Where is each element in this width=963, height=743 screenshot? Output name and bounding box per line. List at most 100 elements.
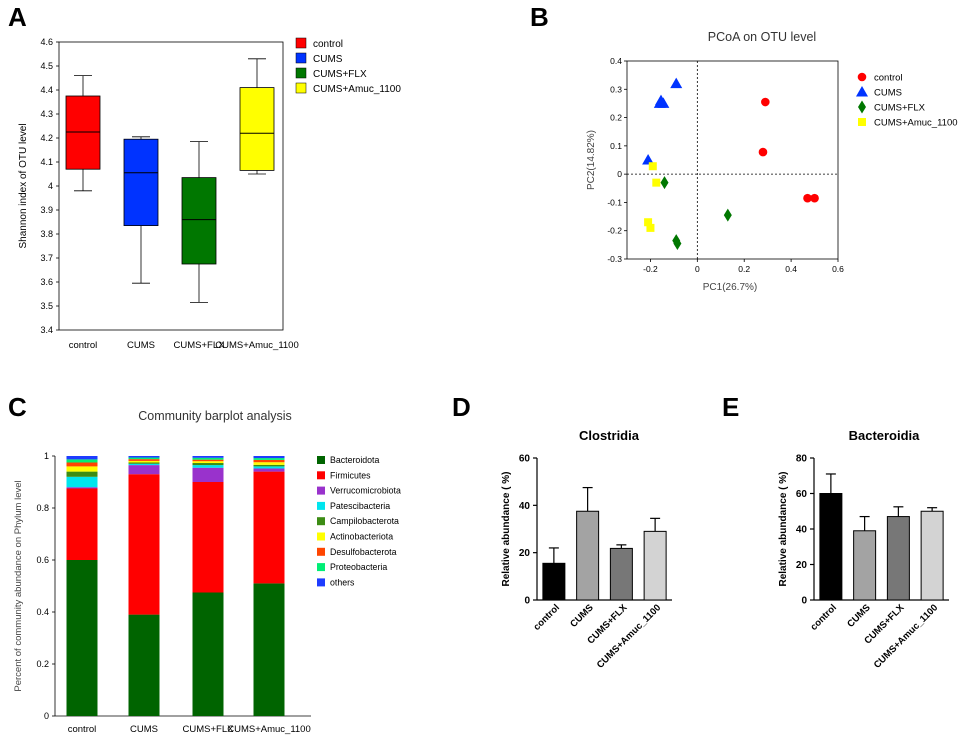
panel-a-ytick-label: 3.4 (40, 325, 53, 335)
panel-c-bar-segment-proteobacteria (128, 457, 160, 460)
panel-c-bar-segment-actinobacteriota (192, 461, 224, 464)
panel-c-legend-swatch (317, 501, 325, 510)
panel-c-legend-swatch (317, 517, 325, 526)
panel-a-category-label: control (69, 340, 98, 351)
panel-d-bar (576, 510, 600, 601)
panel-c-bar-segment-desulfobacterota (66, 462, 98, 467)
panel-a-boxplot: 3.4 3.5 3.6 3.7 3.8 3.9 4 4.1 4.2 4.3 4.4 4.5 4.6 Sha… (18, 37, 401, 351)
panel-c-legend-label: Campilobacterota (330, 516, 399, 526)
panel-c-bar-segment-desulfobacterota (253, 459, 285, 463)
panel-c-ytick-label: 1 (44, 451, 49, 461)
panel-a-legend-swatch (295, 52, 307, 64)
panel-e-title: Bacteroidia (849, 428, 921, 443)
panel-c-ytick-label: 0.4 (36, 607, 49, 617)
panel-d-ytick-label: 0 (524, 596, 530, 607)
panel-e-bar (886, 516, 910, 601)
panel-c-legend-label: Proteobacteria (330, 562, 387, 572)
panel-a-ytick-label: 3.8 (40, 229, 53, 239)
panel-d-ytick-label: 60 (519, 454, 531, 465)
panel-b-legend-label: control (874, 73, 903, 84)
panel-e-ytick-label: 0 (801, 596, 807, 607)
panel-c-bar-segment-verrucomicrobiota (128, 465, 160, 475)
panel-b-title: PCoA on OTU level (708, 30, 816, 44)
panel-a-ytick-label: 3.9 (40, 205, 53, 215)
panel-d-bar (542, 562, 566, 601)
panel-c-bar-segment-firmicutes (192, 482, 224, 593)
panel-b-xtick-label: 0 (695, 264, 700, 274)
panel-a-legend-label: control (313, 39, 343, 50)
panel-c-bar-segment-actinobacteriota (66, 466, 98, 472)
panel-c-category-label: CUMS+Amuc_1100 (227, 724, 311, 735)
panel-e-ytick-label: 20 (796, 560, 808, 571)
panel-b-ytick-label: -0.3 (607, 254, 622, 264)
panel-b-xlabel: PC1(26.7%) (703, 282, 757, 293)
panel-a-ytick-label: 4.3 (40, 109, 53, 119)
panel-e-category-label: CUMS (845, 602, 873, 630)
panel-a-category-label: CUMS+FLX (174, 340, 226, 351)
panel-b-xtick-label: 0.4 (785, 264, 797, 274)
panel-b-point-circle (803, 193, 812, 203)
panel-c-bar-segment-bacteroidota (128, 614, 160, 716)
panel-c-legend-label: Firmicutes (330, 470, 371, 480)
panel-c-legend-swatch (317, 578, 325, 587)
panel-c-bar-segment-actinobacteriota (128, 460, 160, 463)
panel-c-legend-swatch (317, 471, 325, 480)
panel-b-ytick-label: 0 (617, 169, 622, 179)
panel-c-legend-label: Actinobacteriota (330, 532, 393, 542)
panel-a-ytick-label: 4.6 (40, 37, 53, 47)
panel-c-legend-label: others (330, 577, 355, 587)
panel-b-legend-marker (858, 118, 866, 126)
panel-a-ytick-label: 3.5 (40, 301, 53, 311)
panel-b-point-diamond (723, 208, 732, 222)
panel-c-category-label: CUMS (130, 724, 158, 735)
panel-e-bar (920, 510, 944, 601)
panel-c-bar-segment-campilobacterota (128, 462, 160, 464)
panel-b-legend-label: CUMS+FLX (874, 103, 926, 114)
panel-b-point-triangle (654, 94, 667, 106)
panel-a-ytick-label: 4.1 (40, 157, 53, 167)
panel-e-bacteroidia-bars: Bacteroidia 0 20 40 60 80 Relative abundance (… (778, 428, 949, 671)
panel-c-bar-segment-verrucomicrobiota (253, 468, 285, 472)
panel-b-ytick-label: 0.2 (610, 113, 622, 123)
panel-d-category-label: CUMS+Amuc_1100 (595, 602, 663, 670)
panel-b-legend-label: CUMS+Amuc_1100 (874, 118, 958, 129)
panel-c-bar-segment-firmicutes (128, 474, 160, 615)
panel-b-point-circle (761, 97, 770, 107)
panel-e-category-label: control (808, 602, 839, 633)
panel-a-ylabel: Shannon index of OTU level (18, 123, 29, 248)
panel-b-point-square (644, 218, 653, 227)
panel-a-ytick-label: 4.5 (40, 61, 53, 71)
panel-c-bar-segment-firmicutes (66, 488, 98, 560)
panel-c-ytick-label: 0.2 (36, 659, 49, 669)
panel-c-bar-segment-desulfobacterota (128, 459, 160, 461)
panel-b-point-circle (758, 147, 768, 157)
panel-a-frame (58, 41, 284, 331)
panel-b-point-diamond (660, 176, 669, 190)
panel-letter-a: A (8, 2, 27, 32)
panel-d-ytick-label: 40 (519, 501, 531, 512)
panel-d-bar (643, 530, 667, 601)
panel-c-ytick-label: 0.8 (36, 503, 49, 513)
panel-d-ylabel: Relative abundance ( %) (501, 471, 512, 586)
panel-b-ytick-label: 0.1 (610, 141, 622, 151)
panel-b-legend-marker (858, 100, 866, 114)
panel-a-legend-swatch (295, 37, 307, 49)
panel-b-legend-marker (856, 86, 868, 97)
panel-d-title: Clostridia (579, 428, 640, 443)
panel-c-bar-segment-patescibacteria (253, 466, 285, 469)
panel-c-bar-segment-bacteroidota (253, 583, 285, 716)
panel-a-legend-label: CUMS+FLX (313, 69, 367, 80)
panel-c-legend-label: Bacteroidota (330, 455, 379, 465)
panel-c-category-label: control (68, 724, 97, 735)
panel-b-xtick-label: 0.6 (832, 264, 844, 274)
panel-c-bar-segment-verrucomicrobiota (192, 467, 224, 482)
panel-b-point-circle (810, 193, 819, 203)
panel-b-point-triangle (642, 154, 655, 165)
panel-letter-d: D (452, 392, 471, 422)
panel-d-ytick-label: 20 (519, 548, 531, 559)
panel-e-category-label: CUMS+Amuc_1100 (872, 602, 940, 670)
panel-c-bar-segment-proteobacteria (66, 459, 98, 463)
panel-c-bar-segment-actinobacteriota (253, 462, 285, 465)
panel-e-ytick-label: 40 (796, 525, 808, 536)
